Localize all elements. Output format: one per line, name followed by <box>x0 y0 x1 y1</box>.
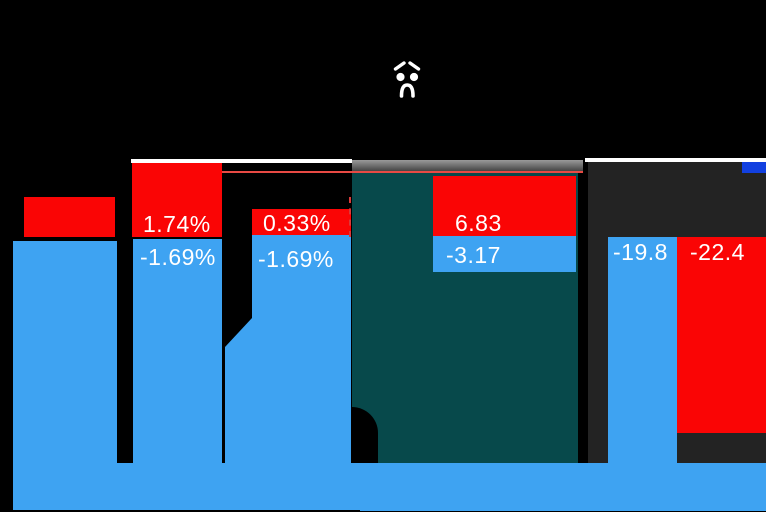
white-separator-line-right <box>585 158 766 162</box>
bar-red-group3 <box>252 209 351 235</box>
blue-accent-tab <box>742 162 766 173</box>
value-label-blue-group2: -1.69% <box>140 244 216 270</box>
angry-face-icon <box>391 56 423 99</box>
gray-strip <box>352 160 583 171</box>
thin-red-line <box>222 171 583 173</box>
value-label-blue-group4: -3.17 <box>446 242 501 268</box>
bar-blue-group5 <box>608 237 677 463</box>
dashed-divider-red-segment <box>349 197 351 237</box>
value-label-red-group4: 6.83 <box>455 210 502 236</box>
value-label-blue-group5: -19.8 <box>613 239 668 265</box>
value-label-red-group3: 0.33% <box>263 210 331 236</box>
value-label-blue-group3: -1.69% <box>258 246 334 272</box>
bar-red-group4 <box>433 176 576 236</box>
bar-red-group5 <box>677 237 766 433</box>
bar-blue-group2 <box>133 239 222 511</box>
value-label-red-group2: 1.74% <box>143 211 211 237</box>
bar-blue-group4 <box>433 236 576 272</box>
bottom-black-strip <box>0 510 360 512</box>
dashed-divider-blue-segment <box>349 241 351 459</box>
bar-red-group1 <box>24 197 115 237</box>
bar-red-group2 <box>132 160 222 237</box>
value-label-red-group5: -22.4 <box>690 239 745 265</box>
bar-blue-group1 <box>13 241 117 511</box>
blue-base-band <box>13 463 766 511</box>
white-separator-line-left <box>131 159 352 163</box>
